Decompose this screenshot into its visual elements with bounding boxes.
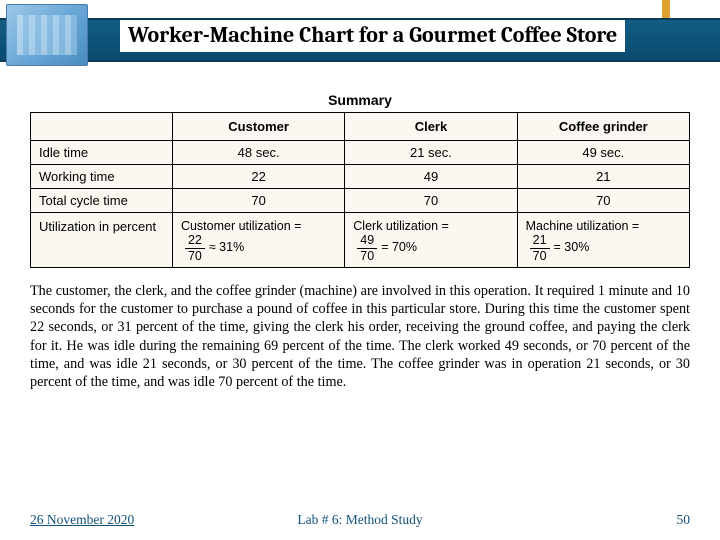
col-header-blank [31,113,173,141]
util-approx: = 70% [381,241,417,255]
footer-lab: Lab # 6: Method Study [30,512,690,528]
row-label: Working time [31,165,173,189]
table-row-utilization: Utilization in percentCustomer utilizati… [31,213,690,268]
table-cell: 70 [172,189,344,213]
row-label: Utilization in percent [31,213,173,268]
utilization-cell: Clerk utilization =4970 = 70% [345,213,517,268]
col-header-clerk: Clerk [345,113,517,141]
util-label: Machine utilization = [526,219,640,233]
util-label: Clerk utilization = [353,219,449,233]
table-cell: 21 [517,165,689,189]
util-denominator: 70 [185,249,205,263]
table-cell: 21 sec. [345,141,517,165]
utilization-cell: Customer utilization =2270 ≈ 31% [172,213,344,268]
util-denominator: 70 [357,249,377,263]
util-fraction: 2270 [185,233,205,263]
table-cell: 49 sec. [517,141,689,165]
util-label: Customer utilization = [181,219,302,233]
utilization-cell: Machine utilization =2170 = 30% [517,213,689,268]
summary-table: Customer Clerk Coffee grinder Idle time4… [30,112,690,268]
summary-heading: Summary [30,92,690,108]
table-cell: 22 [172,165,344,189]
util-denominator: 70 [530,249,550,263]
util-numerator: 22 [185,233,205,248]
col-header-grinder: Coffee grinder [517,113,689,141]
row-label: Total cycle time [31,189,173,213]
slide-header: Worker-Machine Chart for a Gourmet Coffe… [0,0,720,80]
table-header-row: Customer Clerk Coffee grinder [31,113,690,141]
util-fraction: 4970 [357,233,377,263]
table-cell: 70 [517,189,689,213]
table-row: Total cycle time707070 [31,189,690,213]
util-fraction: 2170 [530,233,550,263]
content-area: Summary Customer Clerk Coffee grinder Id… [0,80,720,391]
slide-title: Worker-Machine Chart for a Gourmet Coffe… [120,20,625,52]
util-numerator: 49 [357,233,377,248]
util-approx: = 30% [554,241,590,255]
table-cell: 70 [345,189,517,213]
accent-stripe [662,0,670,18]
table-row: Idle time48 sec.21 sec.49 sec. [31,141,690,165]
slide-footer: 26 November 2020 Lab # 6: Method Study 5… [30,511,690,528]
table-cell: 49 [345,165,517,189]
util-numerator: 21 [530,233,550,248]
table-row: Working time224921 [31,165,690,189]
description-paragraph: The customer, the clerk, and the coffee … [30,282,690,391]
corner-graphic [6,4,88,66]
util-approx: ≈ 31% [209,241,244,255]
table-cell: 48 sec. [172,141,344,165]
col-header-customer: Customer [172,113,344,141]
row-label: Idle time [31,141,173,165]
